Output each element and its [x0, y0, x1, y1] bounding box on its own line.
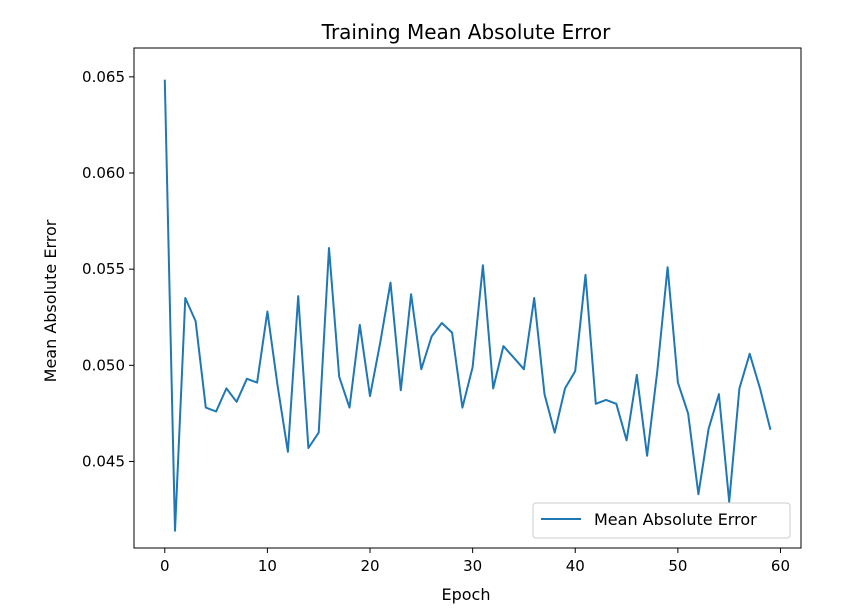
- y-tick-label: 0.060: [82, 164, 125, 182]
- axis-ticks: 0 10 20 30 40 50 60 0.045 0.050 0.055 0.060 0.065: [82, 68, 790, 575]
- x-tick-label: 60: [771, 557, 790, 575]
- chart-title: Training Mean Absolute Error: [321, 20, 611, 44]
- legend: Mean Absolute Error: [532, 502, 791, 539]
- x-tick-label: 0: [160, 557, 170, 575]
- x-tick-label: 30: [463, 557, 482, 575]
- x-tick-label: 40: [566, 557, 585, 575]
- plot-frame: [133, 47, 802, 549]
- y-tick-label: 0.065: [82, 68, 125, 86]
- legend-label: Mean Absolute Error: [594, 510, 757, 529]
- x-tick-label: 50: [668, 557, 687, 575]
- series-layer: [163, 79, 772, 532]
- y-tick-label: 0.050: [82, 356, 125, 374]
- legend-box: [532, 502, 791, 539]
- x-axis-title: Epoch: [442, 585, 491, 604]
- x-tick-label: 10: [258, 557, 277, 575]
- y-tick-label: 0.055: [82, 260, 125, 278]
- x-tick-label: 20: [360, 557, 379, 575]
- y-tick-label: 0.045: [82, 452, 125, 470]
- series-line: [163, 79, 772, 532]
- y-axis-title: Mean Absolute Error: [41, 219, 60, 382]
